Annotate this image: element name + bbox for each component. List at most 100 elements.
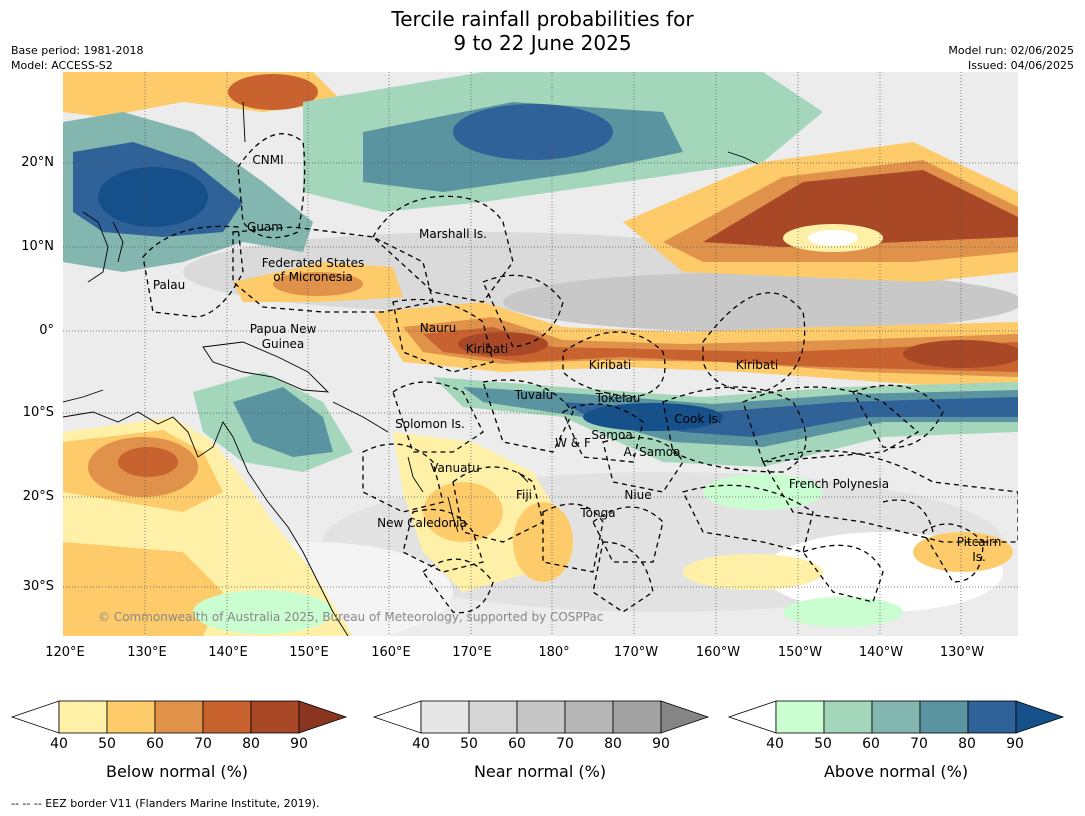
- region-label: Guinea: [262, 337, 305, 351]
- near-normal-tick: 80: [604, 736, 622, 752]
- above-normal-area: [783, 597, 903, 627]
- region-label: French Polynesia: [789, 477, 889, 491]
- region-label: Fiji: [516, 488, 532, 502]
- above-normal-colorbar-segment: [775, 700, 825, 734]
- region-label: Marshall Is.: [419, 227, 487, 241]
- above-normal-area: [453, 104, 613, 160]
- eez-border: [142, 133, 1018, 614]
- above-normal-tick: 80: [958, 736, 976, 752]
- above-normal-colorbar-segment: [823, 700, 873, 734]
- copyright-text: © Commonwealth of Australia 2025, Bureau…: [98, 610, 603, 624]
- below-normal-area: [118, 447, 178, 477]
- region-label: Vanuatu: [430, 461, 480, 475]
- longitude-tick-label: 170°E: [452, 645, 492, 660]
- below-normal-tick: 60: [146, 736, 164, 752]
- above-normal-colorbar-min-arrow: [727, 700, 777, 734]
- near-normal-colorbar-segment: [420, 700, 470, 734]
- above-normal-area: [98, 167, 208, 227]
- below-normal-area: [423, 482, 503, 542]
- region-label: Pitcairn: [957, 535, 1002, 549]
- below-normal-colorbar-segment: [58, 700, 108, 734]
- latitude-tick-label: 30°S: [22, 579, 54, 594]
- region-label: Cook Is.: [674, 412, 721, 426]
- below-normal-tick: 80: [242, 736, 260, 752]
- near-normal-colorbar-min-arrow: [372, 700, 422, 734]
- near-normal-colorbar-segment: [612, 700, 662, 734]
- graticule: [63, 72, 1018, 636]
- coastline: [63, 101, 759, 636]
- near-normal-tick: 50: [460, 736, 478, 752]
- above-normal-tick: 50: [814, 736, 832, 752]
- region-label: Kiribati: [736, 358, 778, 372]
- colorbar-group: [10, 700, 1065, 734]
- above-normal-colorbar-segment: [967, 700, 1017, 734]
- longitude-tick-label: 130°E: [127, 645, 167, 660]
- below-normal-area: [423, 327, 1018, 372]
- above-normal-tick: 90: [1006, 736, 1024, 752]
- longitude-tick-label: 140°E: [208, 645, 248, 660]
- below-normal-colorbar-segment: [202, 700, 252, 734]
- near-normal-tick: 40: [412, 736, 430, 752]
- near-normal-colorbar-segment: [468, 700, 518, 734]
- below-normal-area: [273, 272, 363, 296]
- above-normal-area: [583, 403, 723, 431]
- longitude-tick-label: 150°W: [777, 645, 823, 660]
- region-label: Federated States: [262, 256, 364, 270]
- above-normal-colorbar-segment: [871, 700, 921, 734]
- near-normal-tick: 70: [556, 736, 574, 752]
- map-title-line-1: Tercile rainfall probabilities for: [391, 7, 694, 31]
- above-normal-colorbar-segment: [919, 700, 969, 734]
- rainfall-probability-map: CNMI Guam Marshall Is. Federated States …: [63, 72, 1018, 636]
- below-normal-tick: 40: [50, 736, 68, 752]
- latitude-tick-label: 20°S: [22, 489, 54, 504]
- near-normal-label: Near normal (%): [473, 762, 607, 781]
- near-normal-tick: 90: [652, 736, 670, 752]
- longitude-tick-label: 120°E: [45, 645, 85, 660]
- region-label: Solomon Is.: [395, 417, 465, 431]
- region-label: New Caledonia: [377, 516, 467, 530]
- region-label: Guam: [247, 220, 283, 234]
- below-normal-colorbar-segment: [154, 700, 204, 734]
- longitude-tick-label: 140°W: [858, 645, 904, 660]
- near-normal-colorbar-max-arrow: [660, 700, 710, 734]
- longitude-tick-label: 150°E: [289, 645, 329, 660]
- longitude-tick-label: 160°E: [371, 645, 411, 660]
- below-normal-tick: 70: [194, 736, 212, 752]
- region-label: Tokelau: [595, 391, 641, 405]
- above-normal-tick: 60: [862, 736, 880, 752]
- below-normal-area: [63, 542, 223, 636]
- below-normal-colorbar-min-arrow: [10, 700, 60, 734]
- below-normal-area: [703, 170, 1018, 247]
- latitude-tick-label: 0°: [39, 323, 54, 338]
- region-label: Niue: [624, 488, 651, 502]
- longitude-tick-label: 170°W: [613, 645, 659, 660]
- below-normal-tick: 50: [98, 736, 116, 752]
- no-tendency-area: [808, 230, 858, 246]
- below-normal-tick: 90: [290, 736, 308, 752]
- near-normal-colorbar-segment: [564, 700, 614, 734]
- below-normal-area: [458, 332, 548, 356]
- latitude-tick-label: 10°N: [21, 239, 54, 254]
- region-label: of Micronesia: [273, 270, 353, 284]
- model-text: Model: ACCESS-S2: [11, 59, 113, 72]
- region-label: Kiribati: [589, 358, 631, 372]
- base-period-text: Base period: 1981-2018: [11, 44, 144, 57]
- map-title-line-2: 9 to 22 June 2025: [453, 31, 632, 55]
- below-normal-area: [683, 554, 823, 590]
- longitude-tick-label: 180°: [538, 645, 570, 660]
- region-label: Is.: [972, 550, 986, 564]
- above-normal-area: [703, 474, 823, 510]
- above-normal-label: Above normal (%): [823, 762, 969, 781]
- region-label: Tonga: [579, 506, 615, 520]
- region-label: A. Samoa: [624, 445, 681, 459]
- longitude-tick-label: 130°W: [939, 645, 985, 660]
- near-normal-tick: 60: [508, 736, 526, 752]
- latitude-tick-label: 20°N: [21, 155, 54, 170]
- above-normal-colorbar-max-arrow: [1015, 700, 1065, 734]
- above-normal-tick: 70: [910, 736, 928, 752]
- eez-footnote: -- -- -- EEZ border V11 (Flanders Marine…: [11, 797, 320, 810]
- below-normal-area: [903, 340, 1018, 368]
- below-normal-label: Below normal (%): [105, 762, 249, 781]
- below-normal-colorbar-max-arrow: [298, 700, 348, 734]
- above-normal-area: [193, 590, 333, 634]
